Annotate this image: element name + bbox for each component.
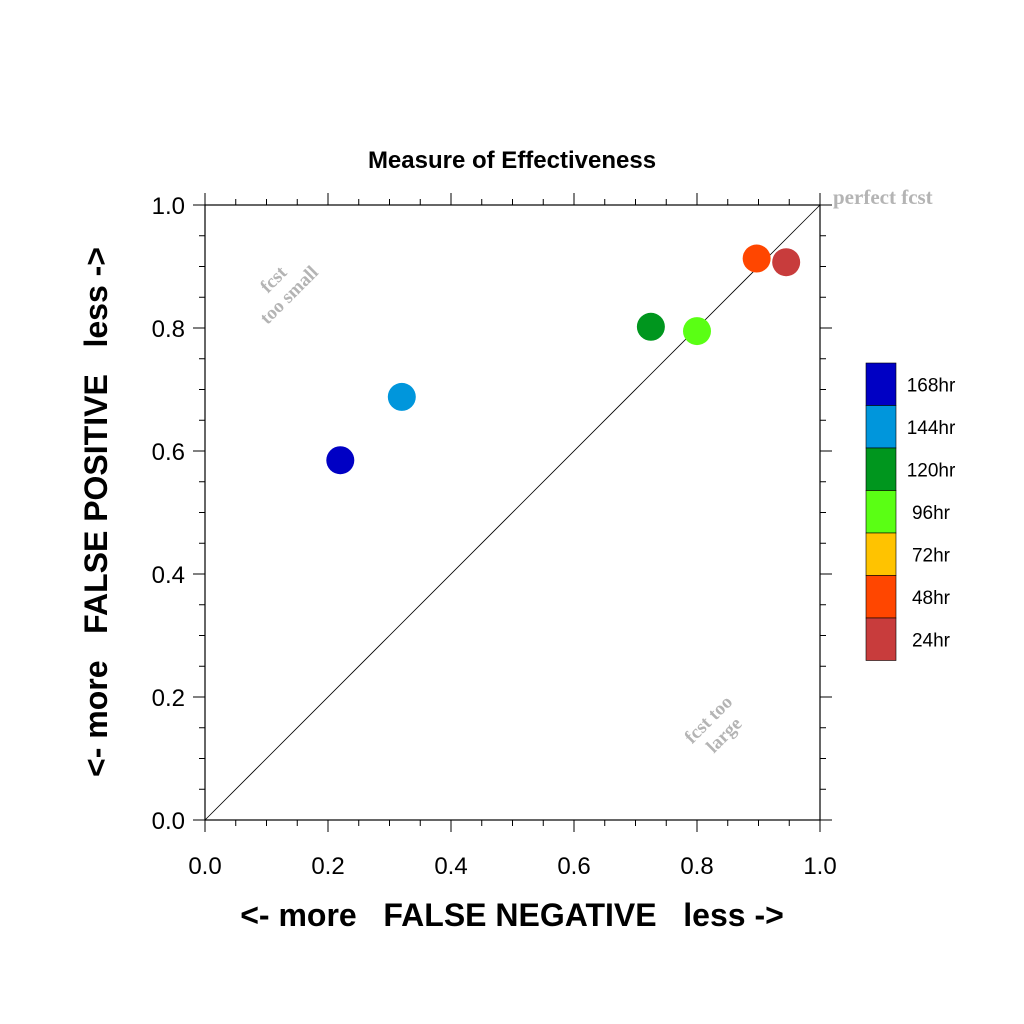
legend-swatch-48hr <box>865 575 897 619</box>
legend-label-72hr: 72hr <box>912 545 951 566</box>
y-tick-label: 0.0 <box>152 808 185 835</box>
y-tick-label: 0.8 <box>152 316 185 343</box>
fcst-too-large-label: fcst toolarge <box>681 692 753 764</box>
legend-swatch-24hr <box>865 617 897 661</box>
legend-label-24hr: 24hr <box>912 630 951 651</box>
legend: 168hr 144hr 120hr 96hr 72hr 48hr 24hr <box>865 362 956 661</box>
y-tick-label: 1.0 <box>152 193 185 220</box>
legend-swatch-72hr <box>865 532 897 576</box>
points-layer <box>326 244 801 475</box>
legend-label-144hr: 144hr <box>907 418 956 439</box>
y-tick-label: 0.6 <box>152 439 185 466</box>
y-axis-label: <- more FALSE POSITIVE less -> <box>78 247 114 777</box>
legend-label-96hr: 96hr <box>912 503 951 524</box>
x-tick-label: 0.2 <box>311 853 344 880</box>
legend-swatch-120hr <box>865 447 897 491</box>
data-point-144hr <box>387 382 416 411</box>
x-tick-label: 1.0 <box>803 853 836 880</box>
data-point-120hr <box>636 312 665 341</box>
x-tick-label: 0.0 <box>188 853 221 880</box>
x-tick-label: 0.6 <box>557 853 590 880</box>
y-tick-label: 0.4 <box>152 562 185 589</box>
legend-swatch-168hr <box>865 362 897 406</box>
data-point-168hr <box>326 446 355 475</box>
x-axis-label: <- more FALSE NEGATIVE less -> <box>240 897 784 933</box>
diagonal-line <box>204 204 821 821</box>
data-point-24hr <box>772 248 801 277</box>
y-tick-label: 0.2 <box>152 685 185 712</box>
fcst-too-small-label: fcsttoo small <box>241 247 323 329</box>
legend-swatch-144hr <box>865 405 897 449</box>
chart-title: Measure of Effectiveness <box>368 147 656 174</box>
legend-label-120hr: 120hr <box>907 460 956 481</box>
axes-layer: 0.0 0.2 0.4 0.6 0.8 1.0 0.0 0.2 0.4 0.6 0.8 1.0 <box>152 193 837 880</box>
data-point-48hr <box>742 244 771 273</box>
legend-label-48hr: 48hr <box>912 588 951 609</box>
x-tick-label: 0.4 <box>434 853 467 880</box>
x-tick-label: 0.8 <box>680 853 713 880</box>
annotation-layer: perfect fcst fcsttoo small fcst toolarge <box>241 185 933 764</box>
data-point-96hr <box>683 317 711 346</box>
legend-swatch-96hr <box>865 490 897 534</box>
perfect-fcst-label: perfect fcst <box>833 185 933 209</box>
legend-label-168hr: 168hr <box>907 375 956 396</box>
